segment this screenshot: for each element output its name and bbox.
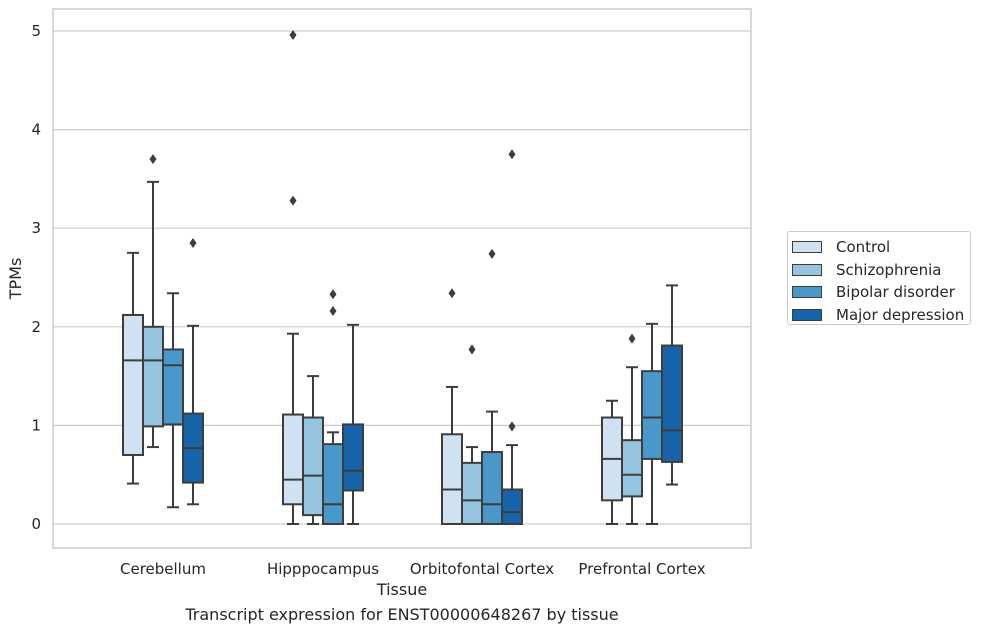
x-axis-title: Tissue [376, 580, 427, 599]
box-iqr [441, 433, 463, 525]
plot-area [52, 8, 752, 549]
legend-swatch [792, 263, 822, 276]
box-bipolar-disorder [162, 292, 184, 509]
legend: Control Schizophrenia Bipolar disorder Majo… [787, 231, 971, 325]
box-control [441, 288, 463, 525]
outlier-marker [149, 154, 157, 165]
outlier-marker [508, 421, 516, 432]
legend-item: Bipolar disorder [792, 281, 970, 304]
y-axis-ticks: 0 1 2 3 4 5 [31, 22, 41, 533]
legend-swatch [792, 286, 822, 299]
y-tick-label: 1 [31, 416, 41, 434]
box-iqr [501, 488, 523, 525]
outlier-marker [289, 195, 297, 206]
outlier-marker [468, 344, 476, 355]
box-schizophrenia [621, 333, 643, 525]
box-iqr [142, 325, 164, 428]
box-major-depression [342, 323, 364, 525]
box-bipolar-disorder [641, 322, 663, 525]
box-iqr [282, 413, 304, 506]
x-axis-ticks: Cerebellum Hipppocampus Orbitofontal Corte… [120, 560, 706, 578]
box-iqr [661, 344, 683, 463]
box-groups [122, 29, 683, 526]
box-iqr [162, 348, 184, 426]
box-iqr [641, 370, 663, 460]
legend-swatch [792, 308, 822, 321]
outlier-marker [508, 149, 516, 160]
box-control [282, 29, 304, 525]
box-iqr [122, 313, 144, 456]
legend-item: Major depression [792, 304, 970, 327]
y-tick-label: 5 [31, 22, 41, 40]
outlier-marker [628, 333, 636, 344]
x-tick-label: Orbitofontal Cortex [410, 560, 554, 578]
legend-label: Control [836, 238, 891, 257]
box-control [122, 251, 144, 485]
box-iqr [322, 443, 344, 525]
outlier-marker [448, 288, 456, 299]
box-major-depression [182, 237, 204, 506]
box-iqr [342, 423, 364, 492]
chart-caption: Transcript expression for ENST0000064826… [185, 605, 619, 624]
y-tick-label: 4 [31, 121, 41, 139]
y-tick-label: 2 [31, 318, 41, 336]
box-schizophrenia [302, 375, 324, 525]
box-major-depression [661, 284, 683, 486]
box-iqr [461, 461, 483, 526]
box-schizophrenia [142, 154, 164, 449]
y-tick-label: 0 [31, 515, 41, 533]
legend-label: Major depression [836, 305, 965, 324]
legend-item: Schizophrenia [792, 259, 970, 282]
x-tick-label: Cerebellum [120, 560, 206, 578]
box-control [601, 399, 623, 525]
x-tick-label: Hipppocampus [267, 560, 379, 578]
legend-label: Schizophrenia [836, 260, 942, 279]
y-axis-title: TPMs [6, 258, 25, 301]
outlier-marker [289, 29, 297, 40]
outlier-marker [488, 248, 496, 259]
outlier-marker [329, 306, 337, 317]
box-schizophrenia [461, 344, 483, 526]
y-tick-label: 3 [31, 219, 41, 237]
box-bipolar-disorder [481, 248, 503, 525]
legend-label: Bipolar disorder [836, 283, 955, 302]
box-major-depression [501, 149, 523, 525]
box-iqr [481, 451, 503, 525]
outlier-marker [189, 237, 197, 248]
box-bipolar-disorder [322, 289, 344, 525]
x-tick-label: Prefrontal Cortex [578, 560, 705, 578]
legend-swatch [792, 241, 822, 254]
outlier-marker [329, 289, 337, 300]
box-iqr [621, 439, 643, 498]
legend-item: Control [792, 236, 970, 259]
box-iqr [302, 416, 324, 517]
